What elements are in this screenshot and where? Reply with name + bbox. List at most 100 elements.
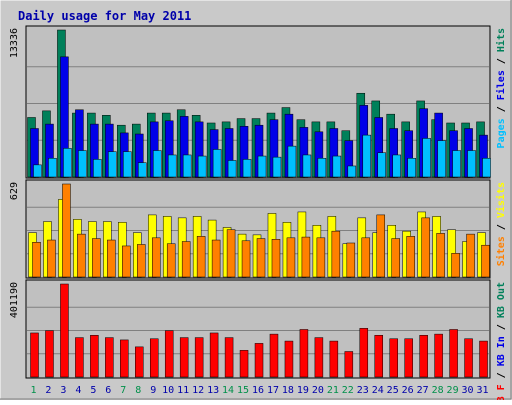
bar-sites-day-25	[391, 238, 400, 278]
day-label-31: 31	[476, 385, 488, 396]
x-axis-day-labels: 1 2 3 4 5 6 7 8 9 10 11 12 13 14 15 16 17 18 19 20 21 22 23 24 2…	[30, 385, 488, 396]
bar-kb-f-day-25	[389, 338, 398, 378]
bar-kb-f-day-29	[449, 329, 458, 378]
bar-pages-day-27	[422, 138, 431, 178]
legend-hits: Hits	[495, 28, 507, 52]
bar-kb-f-day-30	[464, 338, 473, 378]
day-label-5: 5	[90, 385, 96, 396]
legend: KB F / KB In / KB Out	[496, 282, 507, 400]
day-label-10: 10	[162, 385, 174, 396]
legend-files: Files	[495, 70, 507, 100]
day-label-18: 18	[282, 385, 294, 396]
bar-sites-day-20	[316, 237, 326, 278]
bar-pages-day-26	[407, 158, 416, 178]
bar-sites-day-13	[211, 239, 221, 278]
max-value-label: 629	[9, 182, 20, 200]
bar-pages-day-17	[272, 156, 282, 178]
day-label-13: 13	[207, 385, 219, 396]
day-label-28: 28	[432, 385, 444, 396]
bar-sites-day-6	[107, 239, 116, 278]
legend-separator: /	[496, 218, 507, 236]
bar-pages-day-31	[482, 158, 491, 178]
bar-sites-day-21	[331, 230, 341, 278]
bar-pages-day-21	[332, 155, 342, 178]
bar-kb-f-day-12	[194, 337, 204, 378]
bar-pages-day-22	[347, 165, 357, 178]
bar-kb-f-day-15	[239, 350, 249, 378]
bar-kb-f-day-31	[479, 340, 488, 378]
day-label-15: 15	[237, 385, 249, 396]
bar-kb-f-day-23	[359, 328, 369, 378]
bar-pages-day-6	[108, 151, 117, 178]
bar-kb-f-day-11	[179, 337, 189, 378]
bar-kb-f-day-5	[90, 335, 99, 378]
bar-kb-f-day-19	[299, 329, 309, 378]
legend: Pages / Files / Hits	[495, 28, 507, 148]
bar-pages-day-15	[242, 159, 252, 178]
bar-sites-day-18	[286, 237, 296, 278]
bar-sites-day-26	[406, 236, 415, 278]
bar-sites-day-8	[137, 244, 146, 278]
day-label-23: 23	[357, 385, 369, 396]
bar-sites-day-24	[376, 214, 386, 278]
bar-kb-f-day-7	[120, 339, 129, 378]
bar-kb-f-day-4	[75, 337, 84, 378]
bar-sites-day-1	[32, 242, 41, 278]
bar-kb-f-day-10	[164, 330, 174, 378]
bar-pages-day-23	[362, 134, 372, 178]
bar-kb-f-day-6	[105, 337, 114, 378]
bar-sites-day-9	[151, 237, 161, 278]
day-label-6: 6	[105, 385, 111, 396]
bar-sites-day-3	[62, 183, 71, 278]
day-label-9: 9	[150, 385, 156, 396]
bar-kb-f-day-13	[209, 332, 219, 378]
bar-sites-day-7	[122, 245, 131, 278]
bar-kb-f-day-8	[135, 346, 144, 378]
day-label-26: 26	[402, 385, 414, 396]
day-label-8: 8	[135, 385, 141, 396]
panel-hits-files-pages: 13336 Pages / Files / Hits	[9, 25, 507, 179]
bar-sites-day-5	[92, 238, 101, 278]
legend-separator: /	[496, 318, 507, 336]
day-label-1: 1	[30, 385, 36, 396]
bar-kb-f-day-28	[434, 333, 443, 378]
bar-kb-f-day-18	[284, 340, 294, 378]
bar-pages-day-24	[377, 152, 387, 178]
bar-pages-day-5	[93, 159, 102, 178]
bar-kb-f-day-17	[269, 333, 279, 378]
bar-kb-f-day-26	[404, 338, 413, 378]
bar-sites-day-29	[451, 253, 460, 278]
bar-sites-day-4	[77, 233, 86, 278]
bar-pages-day-8	[138, 162, 147, 178]
bar-kb-f-day-21	[329, 340, 339, 378]
bar-pages-day-30	[467, 150, 476, 178]
bar-kb-f-day-16	[254, 343, 264, 378]
bar-pages-day-9	[152, 150, 162, 178]
bar-sites-day-31	[481, 244, 490, 278]
bar-pages-day-16	[257, 155, 267, 178]
day-label-7: 7	[120, 385, 126, 396]
day-label-21: 21	[327, 385, 339, 396]
day-label-4: 4	[75, 385, 81, 396]
legend: Sites / Visits	[495, 182, 507, 266]
chart-title: Daily usage for May 2011	[18, 9, 191, 23]
panel-kbf-kbin-kbout: 401190 KB F / KB In / KB Out	[9, 279, 507, 405]
bar-pages-day-25	[392, 154, 401, 178]
bar-kb-f-day-2	[45, 330, 54, 378]
day-label-3: 3	[60, 385, 66, 396]
bar-pages-day-11	[182, 154, 192, 178]
bar-kb-f-day-9	[149, 338, 159, 378]
day-label-27: 27	[417, 385, 429, 396]
bar-sites-day-15	[241, 240, 251, 278]
day-label-17: 17	[267, 385, 279, 396]
day-label-25: 25	[387, 385, 399, 396]
day-label-16: 16	[252, 385, 264, 396]
bar-sites-day-12	[196, 236, 206, 278]
max-value-label: 13336	[9, 28, 20, 58]
bar-sites-day-19	[301, 236, 311, 278]
bar-pages-day-20	[317, 158, 327, 178]
bar-pages-day-19	[302, 154, 312, 178]
bar-sites-day-17	[271, 239, 281, 278]
bar-kb-f-day-3	[60, 283, 69, 378]
